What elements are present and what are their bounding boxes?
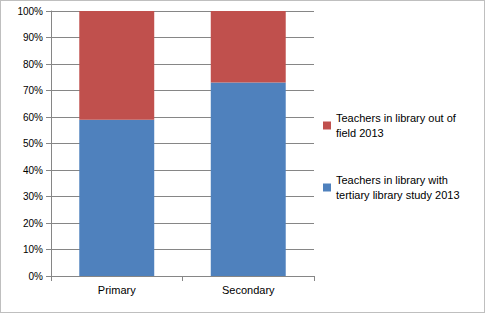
- svg-text:tertiary library study 2013: tertiary library study 2013: [336, 189, 460, 201]
- svg-text:50%: 50%: [23, 138, 43, 149]
- svg-text:Primary: Primary: [98, 284, 136, 296]
- svg-text:40%: 40%: [23, 165, 43, 176]
- svg-text:70%: 70%: [23, 85, 43, 96]
- svg-text:20%: 20%: [23, 218, 43, 229]
- svg-text:field 2013: field 2013: [336, 127, 384, 139]
- svg-text:Secondary: Secondary: [222, 284, 275, 296]
- svg-text:100%: 100%: [17, 6, 43, 17]
- svg-text:0%: 0%: [29, 271, 44, 282]
- svg-text:60%: 60%: [23, 112, 43, 123]
- svg-text:30%: 30%: [23, 191, 43, 202]
- svg-text:Teachers in library with: Teachers in library with: [336, 174, 451, 186]
- svg-text:90%: 90%: [23, 32, 43, 43]
- svg-text:Teachers in library out of: Teachers in library out of: [336, 112, 459, 124]
- svg-text:80%: 80%: [23, 59, 43, 70]
- svg-text:10%: 10%: [23, 244, 43, 255]
